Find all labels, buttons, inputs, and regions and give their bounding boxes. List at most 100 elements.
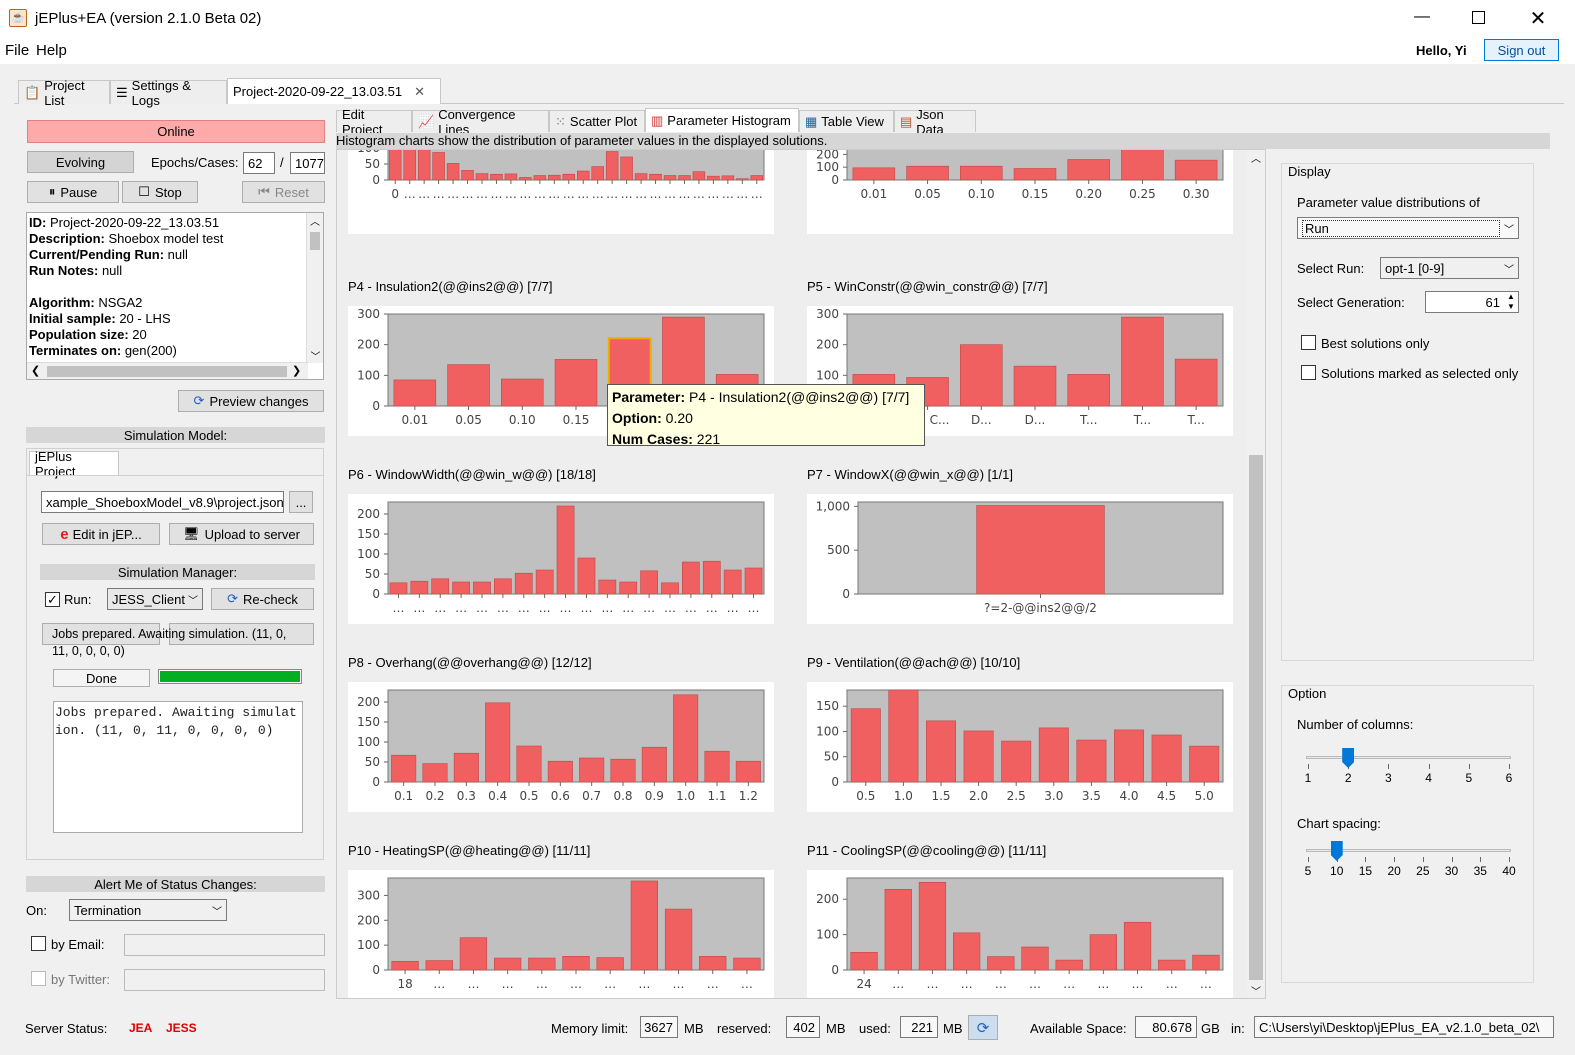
tab-project[interactable]: Project-2020-09-22_13.03.51 ✕ [227, 78, 441, 104]
histogram-bar[interactable] [1151, 734, 1182, 783]
histogram-bar[interactable] [750, 175, 763, 181]
histogram-bar[interactable] [562, 956, 590, 971]
histogram-bar[interactable] [682, 561, 700, 595]
alert-on-select[interactable]: Termination ﹀ [69, 899, 227, 921]
histogram-bar[interactable] [431, 578, 450, 595]
project-path-field[interactable]: xample_ShoeboxModel_v8.9\project.json [41, 491, 284, 513]
close-icon[interactable]: ✕ [1529, 8, 1547, 30]
histogram-bar[interactable] [723, 569, 742, 595]
scroll-up-icon[interactable]: ︿ [310, 217, 320, 228]
histogram-bar[interactable] [425, 960, 453, 971]
scroll-thumb[interactable] [1249, 455, 1263, 980]
tab-project-list[interactable]: 📋 Project List [18, 78, 110, 108]
browse-button[interactable]: ... [289, 491, 313, 513]
menu-file[interactable]: File [5, 42, 30, 59]
histogram-chart[interactable]: 0 50 100 150 200……………………………………………… [348, 494, 774, 624]
histogram-bar[interactable] [630, 880, 658, 971]
histogram-bar[interactable] [473, 581, 491, 595]
email-checkbox[interactable] [31, 936, 46, 951]
histogram-bar[interactable] [598, 579, 617, 595]
histogram-bar[interactable] [519, 177, 532, 181]
recheck-button[interactable]: ⟳ Re-check [211, 588, 314, 610]
histogram-bar[interactable] [475, 173, 489, 181]
param-dist-select[interactable]: Run ﹀ [1297, 217, 1519, 239]
histogram-bar[interactable] [490, 173, 503, 181]
reset-button[interactable]: ⏮ Reset [242, 181, 325, 203]
histogram-bar[interactable] [692, 171, 706, 181]
histogram-bar[interactable] [641, 746, 667, 783]
histogram-chart[interactable]: 0 100 200 24………………………… [807, 870, 1233, 998]
histogram-bar[interactable] [1121, 316, 1164, 407]
histogram-chart[interactable]: 0 100 200 0.01 0.05 0.10 0.15 0.20 0.25 0.30 [807, 150, 1233, 234]
histogram-bar[interactable] [673, 694, 699, 783]
pause-button[interactable]: ⏸ Pause [27, 181, 119, 203]
histogram-bar[interactable] [640, 570, 658, 595]
ncols-slider[interactable]: 1 2 3 4 5 6 [1305, 748, 1512, 788]
histogram-bar[interactable] [596, 957, 624, 971]
histogram-bar[interactable] [884, 889, 912, 971]
histogram-bar[interactable] [504, 173, 518, 181]
histogram-bar[interactable] [1158, 959, 1186, 971]
histogram-bar[interactable] [548, 174, 561, 181]
histogram-bar[interactable] [634, 173, 648, 181]
edit-in-jeplus-button[interactable] [42, 623, 160, 645]
histogram-bar[interactable] [1067, 159, 1110, 181]
histogram-bar[interactable] [533, 175, 547, 181]
scroll-up-icon[interactable]: ︿ [1251, 154, 1261, 165]
slider-thumb[interactable] [1342, 748, 1355, 768]
slider-thumb[interactable] [1330, 841, 1343, 861]
cases-field[interactable]: 1077 [290, 152, 325, 174]
histogram-bar[interactable] [459, 937, 488, 971]
histogram-bar[interactable] [403, 150, 416, 181]
histogram-bar[interactable] [1123, 921, 1152, 971]
histogram-bar[interactable] [888, 689, 919, 783]
upload-button[interactable]: 🖥 Upload to server [169, 523, 314, 545]
histogram-bar[interactable] [494, 578, 512, 595]
histogram-bar[interactable] [987, 956, 1015, 971]
scroll-left-icon[interactable]: ❮ [31, 365, 41, 377]
histogram-bar[interactable] [591, 166, 604, 181]
sign-out-button[interactable]: Sign out [1484, 39, 1559, 61]
select-run-dropdown[interactable]: opt-1 [0-9] ﹀ [1380, 257, 1519, 279]
histogram-bar[interactable] [610, 758, 636, 783]
histogram-bar[interactable] [1189, 745, 1220, 783]
histogram-bar[interactable] [501, 378, 544, 407]
histogram-bar[interactable] [393, 379, 437, 407]
tab-settings-logs[interactable]: ☰ Settings & Logs [110, 78, 227, 108]
histogram-bar[interactable] [1067, 374, 1110, 407]
histogram-bar[interactable] [661, 582, 679, 595]
histogram-bar[interactable] [678, 175, 691, 181]
histogram-bar[interactable] [447, 364, 490, 407]
email-field[interactable] [124, 934, 325, 956]
histogram-bar[interactable] [1013, 365, 1057, 407]
histogram-bar[interactable] [918, 881, 947, 971]
scroll-right-icon[interactable]: ❯ [292, 365, 302, 377]
histogram-chart[interactable]: 0 50 100 150 0.5 1.0 1.5 2.0 2.5 3.0 3.5 4.0 4.5 5.0 [807, 682, 1233, 812]
histogram-bar[interactable] [649, 173, 662, 181]
histogram-bar[interactable] [391, 754, 417, 783]
histogram-bar[interactable] [704, 750, 730, 783]
histogram-bar[interactable] [1174, 358, 1218, 407]
sim-log-textarea[interactable]: Jobs prepared. Awaiting simulat ion. (11,… [53, 701, 303, 833]
histogram-chart[interactable]: 0 500 1,000 ?=2-@@ins2@@/2 [807, 494, 1233, 624]
histogram-bar[interactable] [960, 165, 1003, 181]
histogram-bar[interactable] [721, 175, 735, 181]
histogram-bar[interactable] [605, 151, 619, 181]
histogram-bar[interactable] [562, 173, 575, 181]
tab-json-data[interactable]: ▤ Json Data [894, 107, 976, 137]
histogram-bar[interactable] [453, 752, 479, 783]
histogram-bar[interactable] [850, 708, 881, 783]
histogram-bar[interactable] [852, 167, 896, 181]
histogram-bar[interactable] [389, 582, 408, 595]
histogram-bar[interactable] [452, 581, 470, 595]
histogram-bar[interactable] [1055, 959, 1083, 971]
histogram-bar[interactable] [733, 957, 761, 971]
histogram-bar[interactable] [963, 730, 994, 783]
histogram-bar[interactable] [1038, 727, 1069, 783]
info-vscrollbar[interactable]: ︿ ﹀ [306, 213, 323, 363]
histogram-bar[interactable] [1021, 946, 1049, 971]
histogram-bar[interactable] [446, 163, 460, 181]
tab-parameter-histogram[interactable]: ▥ Parameter Histogram [645, 108, 799, 132]
project-info-panel[interactable]: ID: Project-2020-09-22_13.03.51 Descripti… [26, 212, 324, 380]
